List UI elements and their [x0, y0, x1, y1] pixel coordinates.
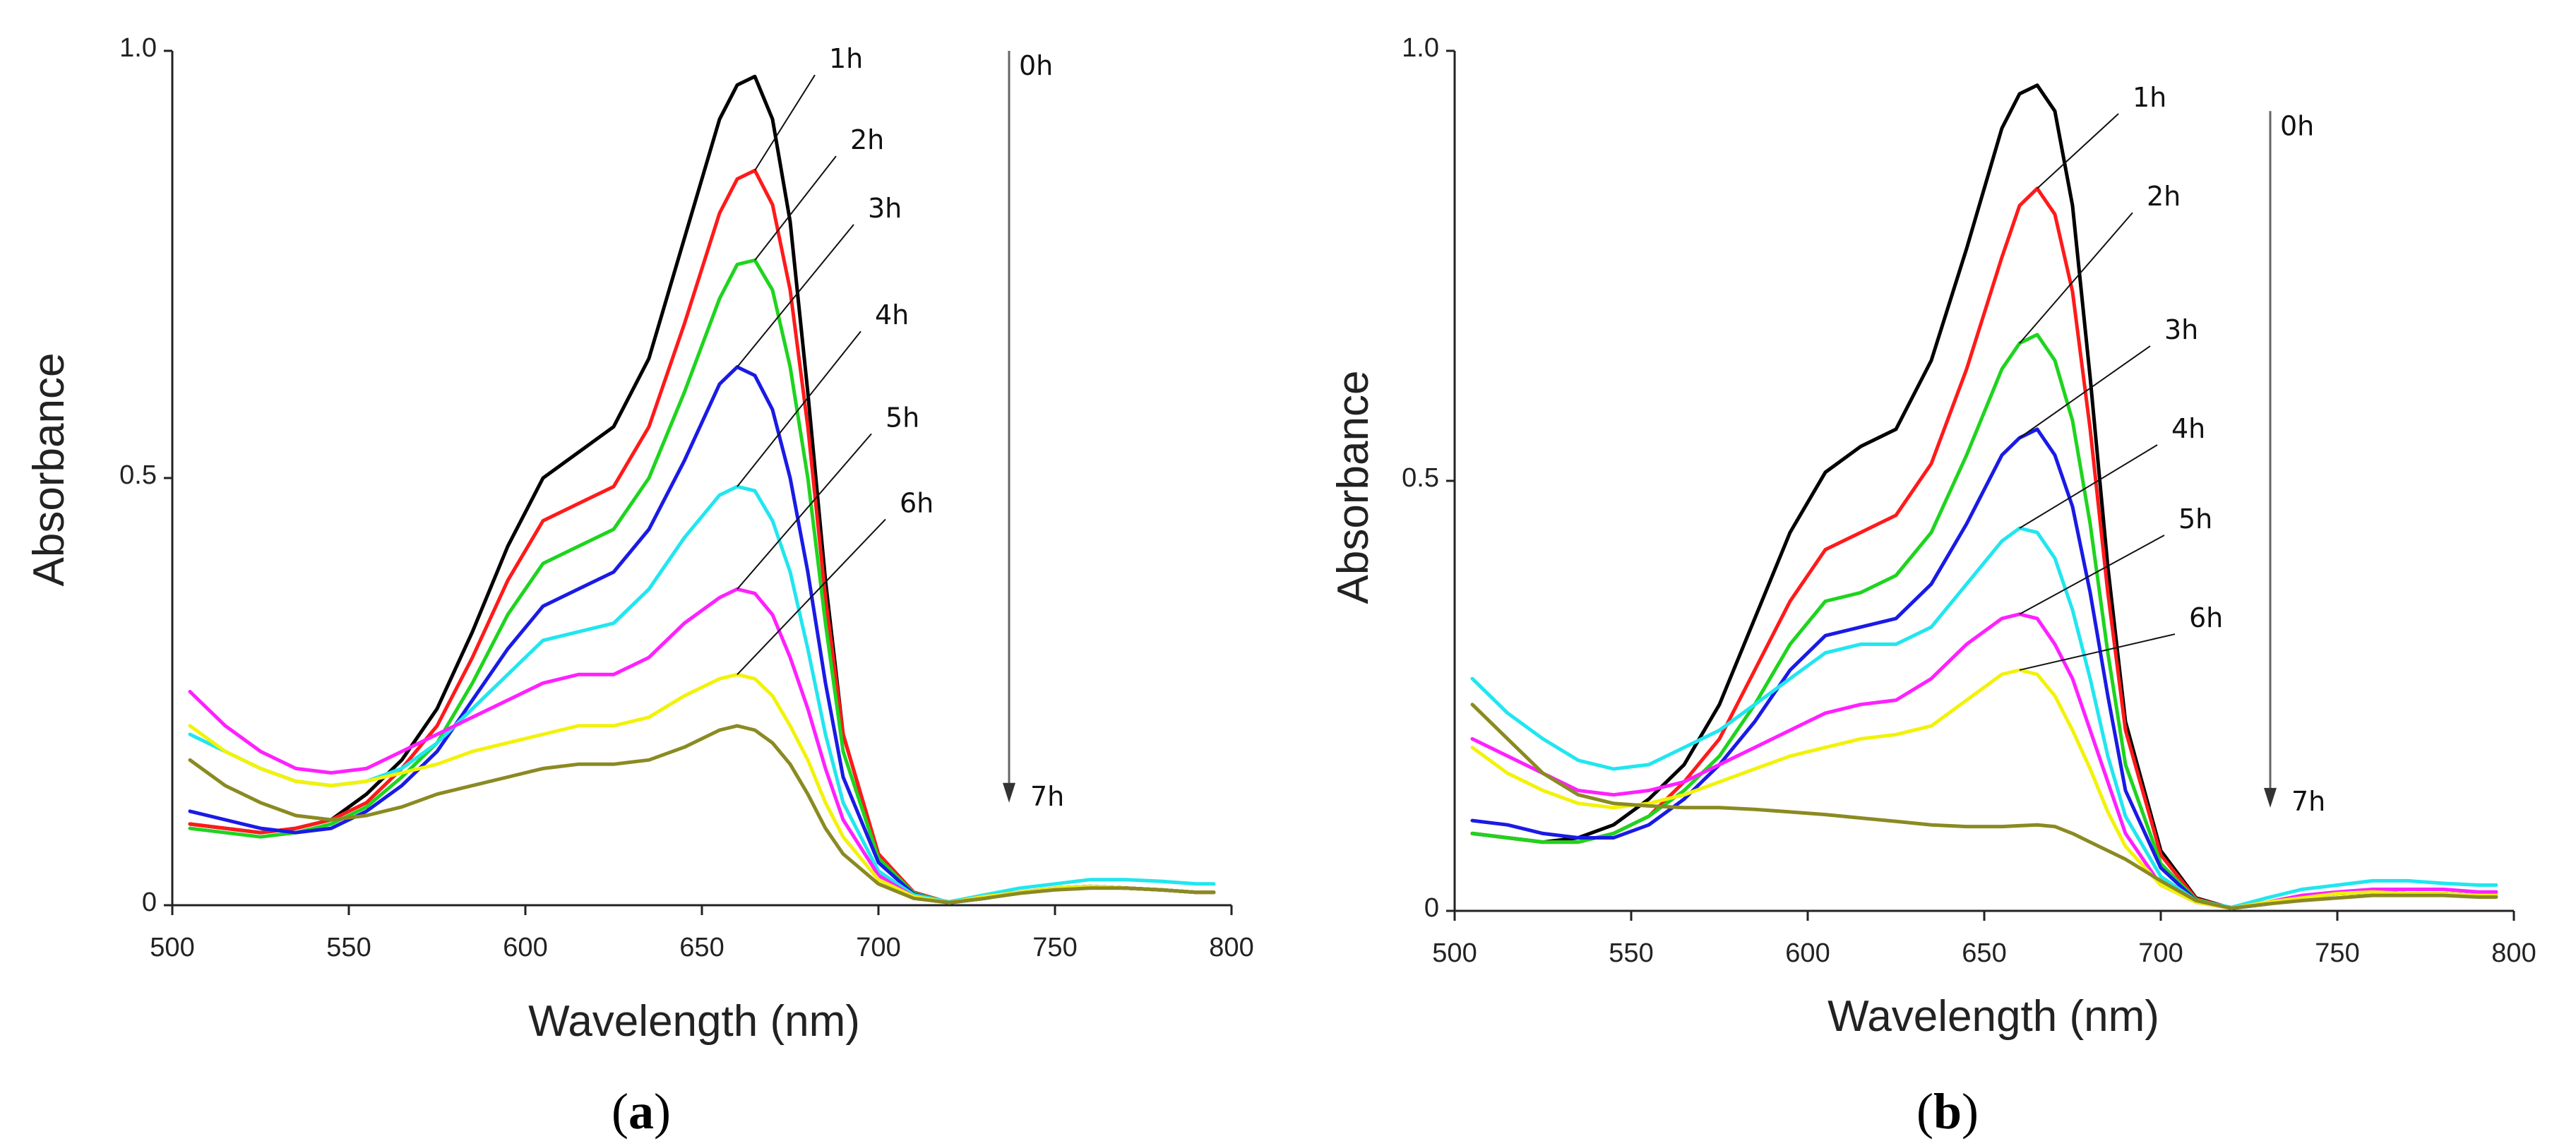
y-tick-label: 1.0	[1402, 33, 1439, 63]
x-tick-label: 600	[503, 933, 547, 962]
panel-label: (b)	[1916, 1083, 1979, 1140]
x-tick-label: 600	[1785, 938, 1830, 968]
series-line-5h	[1470, 612, 2498, 910]
x-axis-title: Wavelength (nm)	[528, 997, 860, 1046]
series-label-2h: 2h	[850, 124, 884, 155]
x-tick-label: 550	[1609, 938, 1653, 968]
leader-line-6h	[2019, 633, 2176, 671]
arrow-end-label: 7h	[1030, 781, 1064, 812]
y-axis-title: Absorbance	[25, 353, 73, 587]
leader-line-2h	[2019, 212, 2133, 344]
x-tick-label: 650	[679, 933, 724, 962]
x-axis-title: Wavelength (nm)	[1827, 992, 2159, 1041]
leader-line-5h	[737, 433, 872, 590]
panel-label: (a)	[612, 1083, 671, 1140]
y-tick-label: 1.0	[119, 33, 157, 63]
series-label-3h: 3h	[2164, 314, 2198, 345]
leader-line-3h	[2019, 345, 2151, 438]
series-label-6h: 6h	[2189, 602, 2223, 633]
x-tick-label: 500	[1432, 938, 1477, 968]
series-line-7h	[188, 724, 1216, 905]
series-label-1h: 1h	[2133, 82, 2166, 113]
series-label-5h: 5h	[886, 402, 919, 433]
x-tick-label: 700	[2138, 938, 2183, 968]
time-arrow-head	[2264, 787, 2277, 808]
x-tick-label: 550	[326, 933, 371, 962]
leader-line-4h	[2019, 444, 2158, 529]
y-tick-label: 0.5	[1402, 463, 1439, 493]
leader-line-3h	[737, 224, 854, 368]
arrow-start-label: 0h	[1019, 50, 1053, 81]
leader-line-1h	[2037, 113, 2119, 189]
leader-line-1h	[754, 74, 816, 171]
x-tick-label: 500	[150, 933, 194, 962]
x-tick-label: 700	[856, 933, 900, 962]
y-axis-title: Absorbance	[1329, 371, 1378, 604]
panel-b: Absorbance Wavelength (nm) (b) 500 550 600…	[1329, 33, 2536, 1140]
series-label-2h: 2h	[2147, 181, 2181, 212]
panel-letter: a	[628, 1083, 654, 1140]
series-line-4h	[1470, 526, 2498, 909]
arrow-start-label: 0h	[2280, 110, 2314, 141]
series-label-1h: 1h	[829, 43, 863, 74]
series-label-4h: 4h	[2171, 413, 2205, 444]
arrow-end-label: 7h	[2291, 786, 2325, 817]
x-tick-label: 650	[1962, 938, 2006, 968]
x-tick-label: 800	[2491, 938, 2536, 968]
leader-line-6h	[737, 518, 886, 675]
leader-line-4h	[737, 330, 861, 487]
y-tick-label: 0	[142, 888, 157, 917]
x-tick-label: 750	[2315, 938, 2359, 968]
series-label-3h: 3h	[868, 193, 902, 224]
panel-a: Absorbance Wavelength (nm) (a) 500 550 600…	[25, 33, 1254, 1140]
series-line-7h	[1470, 703, 2498, 910]
leader-line-5h	[2019, 535, 2165, 615]
y-tick-label: 0	[1424, 893, 1439, 923]
panel-letter: b	[1933, 1083, 1962, 1140]
series-line-4h	[188, 484, 1216, 904]
series-label-6h: 6h	[900, 487, 934, 518]
time-arrow-head	[1003, 782, 1015, 803]
series-label-5h: 5h	[2178, 503, 2212, 535]
x-tick-label: 750	[1032, 933, 1077, 962]
x-tick-label: 800	[1209, 933, 1253, 962]
series-label-4h: 4h	[875, 299, 909, 330]
y-tick-label: 0.5	[119, 460, 157, 490]
leader-line-2h	[754, 155, 837, 261]
series-line-6h	[1470, 668, 2498, 910]
